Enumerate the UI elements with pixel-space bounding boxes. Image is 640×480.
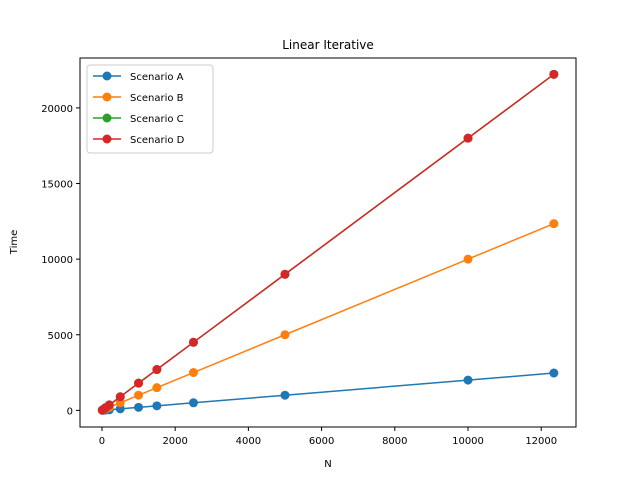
data-point — [463, 375, 473, 385]
series-layer — [97, 69, 559, 415]
x-tick-label: 8000 — [382, 436, 407, 447]
data-point — [134, 402, 144, 412]
data-point — [188, 368, 198, 378]
y-tick-label: 15000 — [41, 180, 73, 191]
data-point — [104, 400, 114, 410]
data-point — [188, 337, 198, 347]
y-tick-label: 10000 — [41, 255, 73, 266]
y-tick-label: 5000 — [48, 331, 73, 342]
data-point — [549, 368, 559, 378]
data-point — [549, 69, 559, 79]
legend-label: Scenario A — [130, 72, 184, 83]
x-tick-label: 4000 — [236, 436, 261, 447]
data-point — [152, 401, 162, 411]
plot-area-frame — [79, 57, 577, 428]
data-point — [134, 378, 144, 388]
data-point — [280, 390, 290, 400]
chart-title: Linear Iterative — [282, 38, 374, 52]
y-tick-label: 20000 — [41, 104, 73, 115]
ticks-layer: 0 2000 4000 6000 8000 10000 12000 0 5000 10000 150… — [41, 104, 557, 447]
data-point — [152, 365, 162, 375]
data-point — [188, 398, 198, 408]
legend: Scenario A Scenario B Scenario C Scenario D — [86, 64, 214, 154]
x-tick-label: 12000 — [525, 436, 557, 447]
data-point — [463, 254, 473, 264]
legend-label: Scenario C — [130, 114, 184, 125]
legend-label: Scenario D — [130, 135, 185, 146]
legend-marker — [102, 71, 112, 81]
x-tick-label: 10000 — [452, 436, 484, 447]
y-tick-label: 0 — [67, 406, 73, 417]
legend-marker — [102, 113, 112, 123]
legend-marker — [102, 92, 112, 102]
data-point — [134, 390, 144, 400]
data-point — [280, 269, 290, 279]
legend-marker — [102, 134, 112, 144]
data-point — [115, 392, 125, 402]
x-axis-label: N — [324, 459, 331, 470]
x-tick-label: 6000 — [309, 436, 334, 447]
legend-label: Scenario B — [130, 93, 184, 104]
x-tick-label: 0 — [99, 436, 105, 447]
legend-box — [86, 64, 214, 154]
x-tick-label: 2000 — [162, 436, 187, 447]
y-axis-label: Time — [9, 230, 20, 255]
data-point — [280, 330, 290, 340]
data-point — [549, 219, 559, 229]
data-point — [152, 383, 162, 393]
data-point — [463, 133, 473, 143]
